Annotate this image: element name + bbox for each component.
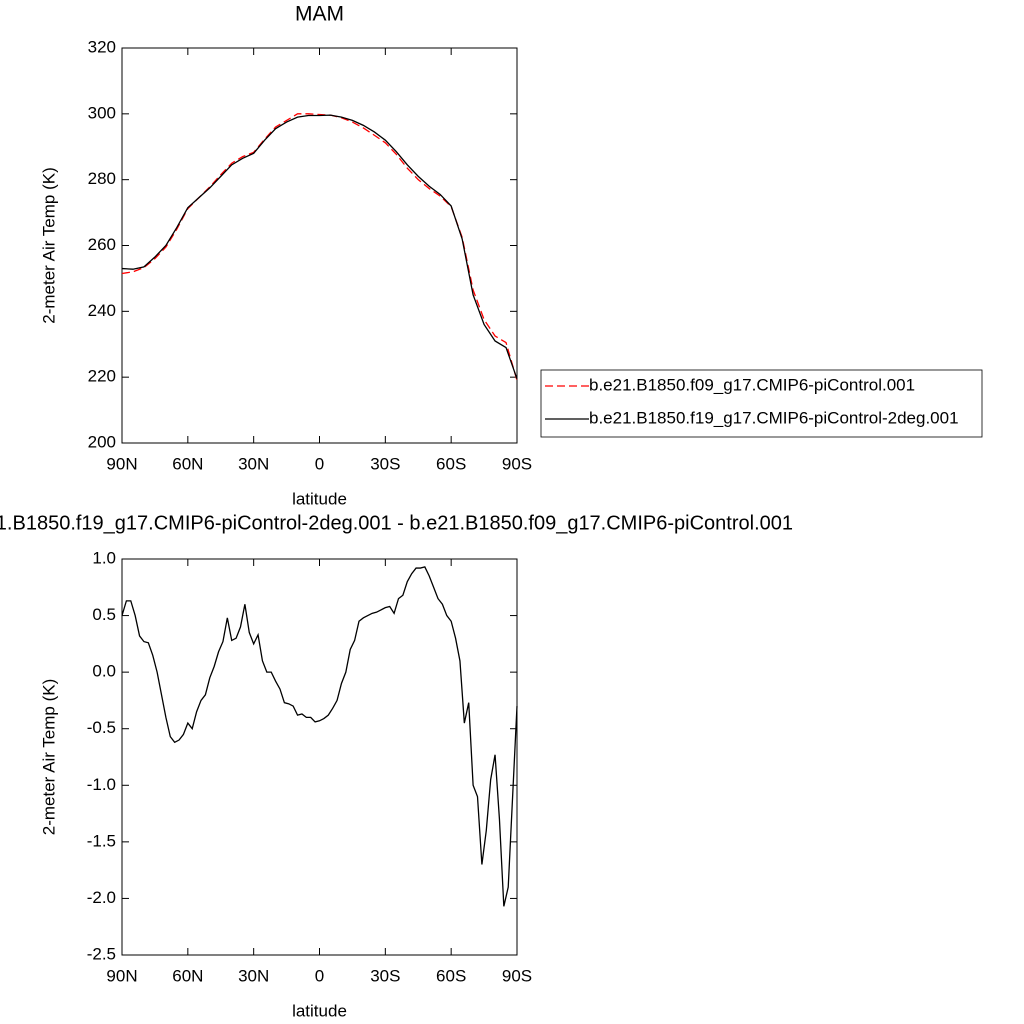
x-tick-label: 60N xyxy=(172,966,203,985)
y-tick-label: -0.5 xyxy=(87,718,116,737)
y-axis-label: 2-meter Air Temp (K) xyxy=(39,679,58,836)
x-tick-label: 30N xyxy=(238,966,269,985)
data-line xyxy=(121,566,518,907)
data-line xyxy=(121,114,518,380)
y-tick-label: 240 xyxy=(88,301,116,320)
x-tick-label: 60S xyxy=(436,966,466,985)
y-tick-label: -1.0 xyxy=(87,775,116,794)
y-tick-label: 260 xyxy=(88,235,116,254)
x-tick-label: 0 xyxy=(315,966,324,985)
y-axis-label: 2-meter Air Temp (K) xyxy=(39,167,58,324)
x-tick-label: 0 xyxy=(315,454,324,473)
data-line xyxy=(121,113,518,381)
chart-title: MAM xyxy=(295,3,344,26)
plot-frame xyxy=(121,558,518,956)
y-tick-label: 0.5 xyxy=(92,605,116,624)
legend-box xyxy=(540,369,983,438)
y-tick-label: 320 xyxy=(88,37,116,56)
x-tick-label: 30S xyxy=(370,966,400,985)
y-tick-label: 1.0 xyxy=(92,548,116,567)
legend-label: b.e21.B1850.f09_g17.CMIP6-piControl.001 xyxy=(589,375,915,394)
x-tick-label: 60S xyxy=(436,454,466,473)
chart-title: b.e21.B1850.f19_g17.CMIP6-piControl-2deg… xyxy=(0,512,793,534)
x-tick-label: 90N xyxy=(106,454,137,473)
y-tick-label: -1.5 xyxy=(87,831,116,850)
y-tick-label: -2.5 xyxy=(87,944,116,963)
x-tick-label: 90N xyxy=(106,966,137,985)
y-tick-label: 0.0 xyxy=(92,662,116,681)
y-tick-label: 280 xyxy=(88,169,116,188)
y-tick-label: 300 xyxy=(88,103,116,122)
x-tick-label: 90S xyxy=(502,454,532,473)
y-tick-label: 220 xyxy=(88,367,116,386)
x-tick-label: 90S xyxy=(502,966,532,985)
x-axis-label: latitude xyxy=(292,489,347,508)
legend-label: b.e21.B1850.f19_g17.CMIP6-piControl-2deg… xyxy=(589,408,959,427)
y-tick-label: 200 xyxy=(88,432,116,451)
x-tick-label: 30S xyxy=(370,454,400,473)
x-tick-label: 60N xyxy=(172,454,203,473)
x-axis-label: latitude xyxy=(292,1001,347,1020)
plot-frame xyxy=(121,47,518,444)
x-tick-label: 30N xyxy=(238,454,269,473)
y-tick-label: -2.0 xyxy=(87,888,116,907)
